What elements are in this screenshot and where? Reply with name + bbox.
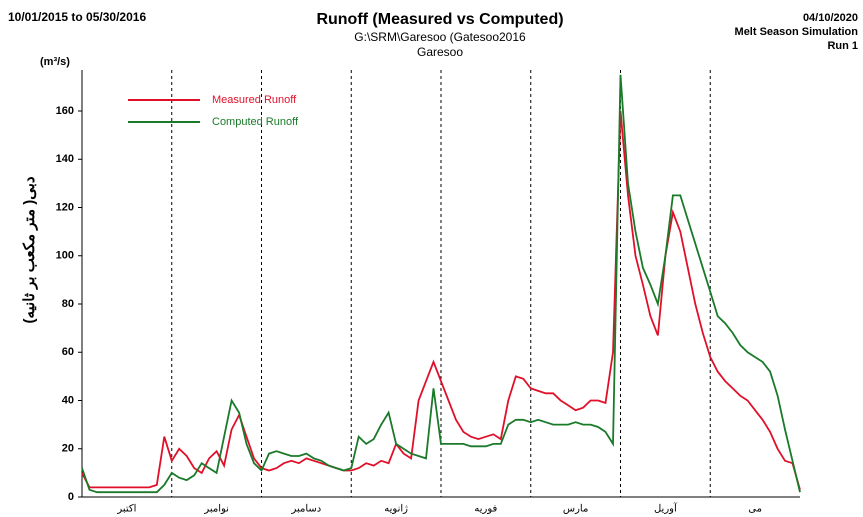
run-date: 04/10/2020	[803, 12, 858, 24]
chart-title: Runoff (Measured vs Computed)	[316, 11, 563, 28]
y-tick-label: 0	[68, 491, 74, 503]
x-tick-label: مارس	[563, 504, 588, 515]
x-tick-label: اکتبر	[116, 504, 136, 515]
y-tick-label: 20	[62, 443, 74, 455]
y-tick-label: 60	[62, 346, 74, 358]
legend-label: Measured Runoff	[212, 94, 297, 106]
y-tick-label: 140	[56, 153, 74, 165]
x-tick-label: ژانویه	[384, 504, 408, 515]
series-line	[81, 110, 801, 491]
run-number: Run 1	[827, 40, 858, 52]
legend-label: Computed Runoff	[212, 116, 299, 128]
date-range: 10/01/2015 to 05/30/2016	[8, 10, 146, 24]
x-tick-label: می	[748, 504, 762, 515]
x-tick-label: نوامبر	[203, 504, 229, 515]
y-tick-label: 80	[62, 298, 74, 310]
subtitle: G:\SRM\Garesoo (Gatesoo2016	[354, 30, 526, 44]
subtitle: Garesoo	[417, 45, 463, 59]
x-tick-label: فوریه	[474, 504, 497, 515]
y-tick-label: 120	[56, 201, 74, 213]
x-tick-label: آوریل	[654, 502, 678, 515]
series-line	[81, 74, 801, 494]
y-axis-label: دبی( متر مکعب بر ثانیه)	[21, 176, 38, 323]
y-tick-label: 40	[62, 394, 74, 406]
y-tick-label: 160	[56, 105, 74, 117]
y-unit: (m³/s)	[40, 56, 70, 68]
run-mode: Melt Season Simulation	[735, 26, 859, 38]
x-tick-label: دسامبر	[290, 504, 321, 515]
y-tick-label: 100	[56, 250, 74, 262]
